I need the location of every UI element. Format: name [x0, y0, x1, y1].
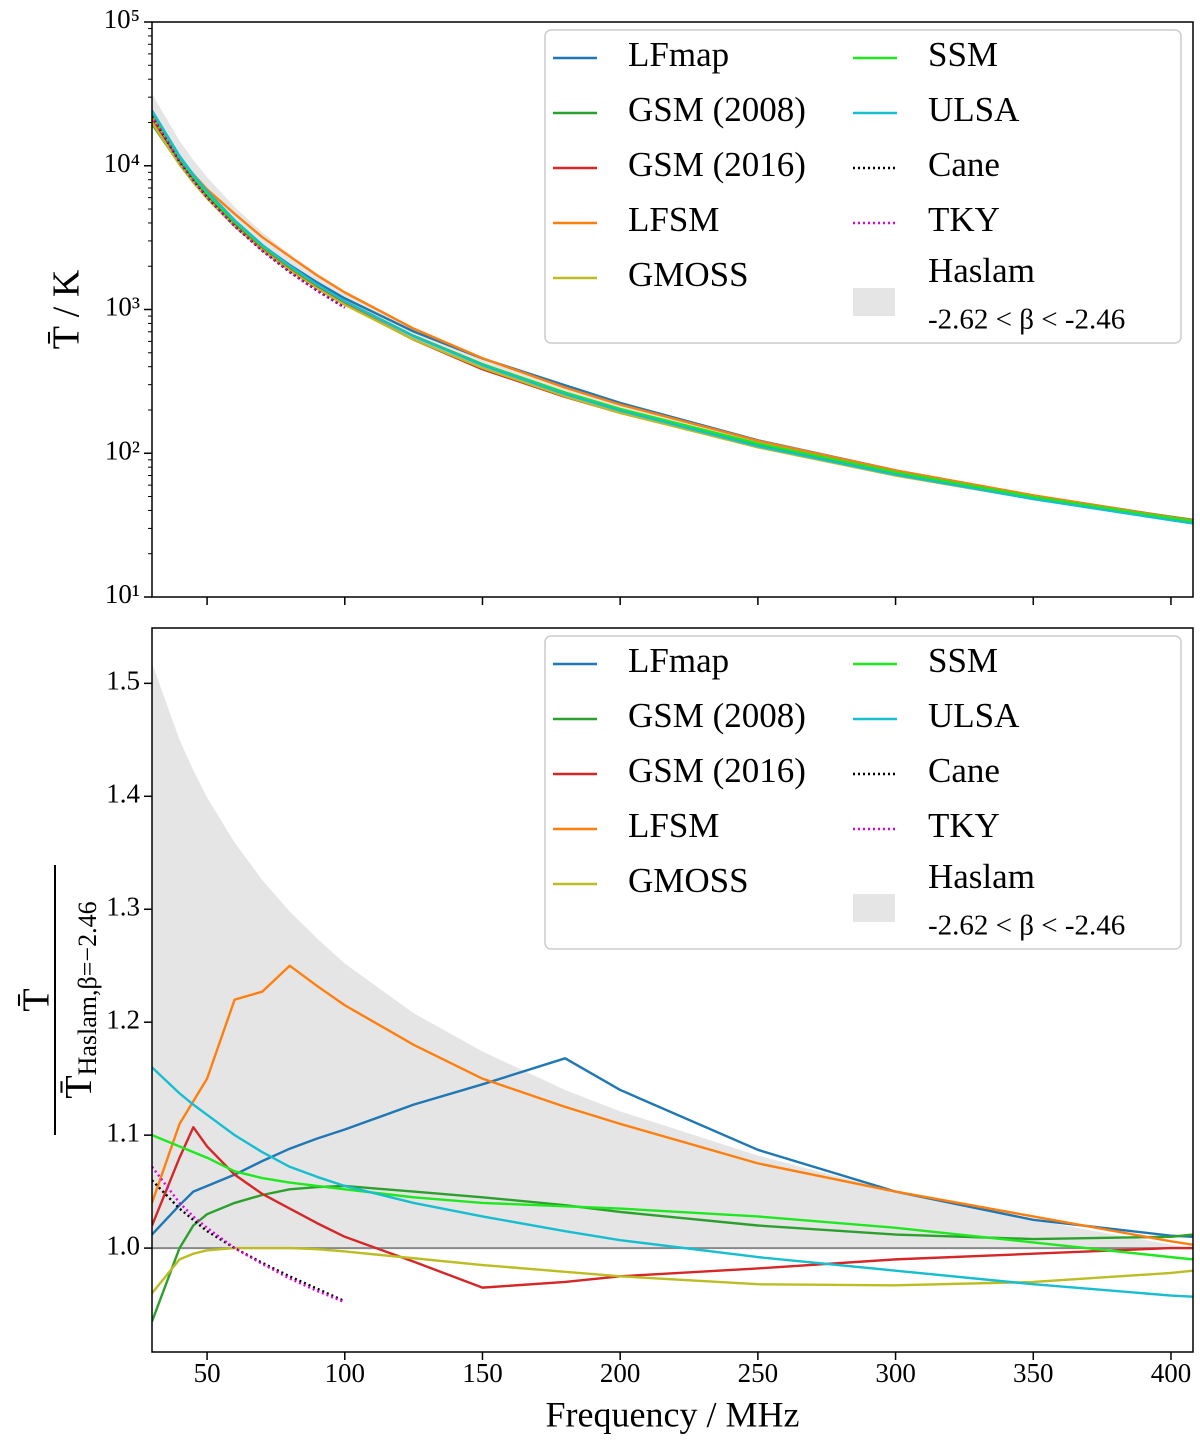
legend-box	[544, 635, 1182, 950]
y-tick-label: 10⁴	[104, 148, 140, 178]
plot-area	[152, 93, 1193, 525]
legend-band-range: -2.62 < β < -2.46	[928, 304, 1125, 336]
y-tick-label: 1.5	[106, 666, 140, 696]
x-axis-label: Frequency / MHz	[546, 1394, 800, 1434]
series-line	[152, 109, 1193, 525]
y-tick-label: 10²	[105, 435, 140, 465]
legend-label: Cane	[928, 751, 1000, 790]
y-axis-label-denominator: T̄Haslam,β=−2.46	[58, 901, 102, 1098]
legend-band-swatch	[853, 288, 895, 316]
x-tick-label: 150	[462, 1358, 503, 1388]
legend-label: SSM	[928, 35, 998, 74]
legend-label: TKY	[928, 200, 1000, 239]
band-area	[152, 93, 1193, 521]
y-tick-label: 10³	[105, 292, 140, 322]
legend-label: LFmap	[628, 641, 729, 680]
legend-label: GMOSS	[628, 861, 749, 900]
series-line	[152, 964, 1193, 1246]
legend-label: TKY	[928, 806, 1000, 845]
y-axis-label: T̄ / K	[46, 269, 88, 349]
series-line	[152, 1179, 346, 1303]
axes-frame	[151, 627, 1194, 1353]
legend-label: ULSA	[928, 696, 1020, 735]
legend-label: LFSM	[628, 200, 719, 239]
legend-label: GSM (2008)	[628, 696, 806, 735]
x-tick-label: 400	[1151, 1358, 1192, 1388]
legend-label: ULSA	[928, 90, 1020, 129]
legend-label: GSM (2008)	[628, 90, 806, 129]
y-tick-label: 10¹	[105, 579, 140, 609]
x-tick-label: 100	[325, 1358, 366, 1388]
series-line	[152, 1184, 1193, 1322]
plot-area	[152, 663, 1193, 1322]
x-tick-label: 300	[875, 1358, 916, 1388]
y-tick-label: 1.4	[106, 778, 140, 808]
denominator-subscript: Haslam,β=−2.46	[73, 901, 102, 1075]
series-line	[152, 1126, 1193, 1289]
legend-label: GSM (2016)	[628, 751, 806, 790]
legend-label: LFSM	[628, 806, 719, 845]
y-tick-label: 1.3	[106, 891, 140, 921]
legend-label: GSM (2016)	[628, 145, 806, 184]
series-line	[152, 1166, 346, 1304]
y-tick-label: 10⁵	[104, 4, 140, 34]
legend-label: Haslam	[928, 857, 1035, 896]
y-axis-label-numerator: T̄	[16, 988, 58, 1011]
legend-band-range: -2.62 < β < -2.46	[928, 910, 1125, 942]
legend-label: Haslam	[928, 251, 1035, 290]
y-tick-label: 1.2	[106, 1004, 140, 1034]
legend-label: LFmap	[628, 35, 729, 74]
legend-label: GMOSS	[628, 255, 749, 294]
y-tick-label: 1.1	[106, 1117, 140, 1147]
x-tick-label: 250	[738, 1358, 779, 1388]
denominator-symbol: T̄	[58, 1075, 100, 1098]
series-line	[152, 1066, 1193, 1298]
y-tick-label: 1.0	[106, 1230, 140, 1260]
band-area	[152, 663, 1193, 1249]
series-line	[152, 114, 346, 309]
legend-label: SSM	[928, 641, 998, 680]
legend-band-swatch	[853, 894, 895, 922]
legend-box	[544, 29, 1182, 344]
series-line	[152, 1246, 1193, 1295]
x-tick-label: 200	[600, 1358, 641, 1388]
legend-label: Cane	[928, 145, 1000, 184]
x-tick-label: 350	[1013, 1358, 1054, 1388]
x-tick-label: 50	[194, 1358, 221, 1388]
